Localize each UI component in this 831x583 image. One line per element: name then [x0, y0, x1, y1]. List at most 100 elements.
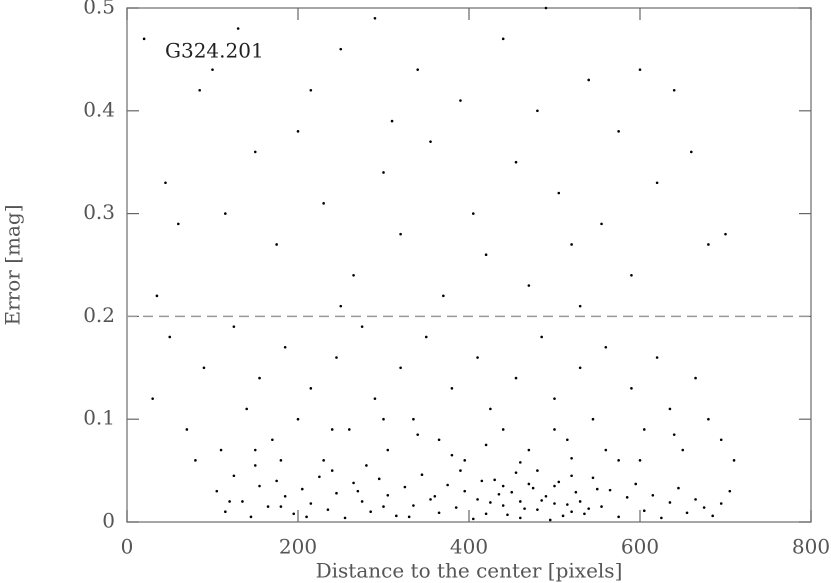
point: [253, 464, 257, 467]
point: [707, 417, 710, 421]
point: [630, 273, 633, 277]
x-tick-label: 400: [450, 535, 488, 559]
point: [625, 496, 629, 499]
point: [570, 510, 573, 514]
point: [553, 502, 556, 505]
point: [373, 16, 377, 20]
point: [283, 345, 287, 349]
point: [642, 509, 646, 512]
point: [228, 500, 231, 503]
point: [694, 498, 697, 501]
point: [707, 243, 710, 246]
point: [690, 150, 693, 154]
point: [279, 459, 283, 462]
x-tick-label: 0: [121, 535, 134, 559]
y-tick-label: 0.3: [83, 200, 115, 224]
point: [484, 253, 488, 257]
point: [484, 512, 488, 516]
point: [728, 489, 732, 493]
point: [617, 130, 620, 133]
point: [253, 448, 257, 452]
point: [634, 482, 638, 486]
point: [519, 461, 522, 464]
point: [523, 507, 526, 510]
point: [561, 514, 565, 518]
point: [330, 428, 334, 431]
point: [501, 504, 505, 507]
point: [202, 366, 206, 370]
point: [587, 507, 590, 510]
point: [540, 335, 543, 339]
point: [660, 516, 663, 520]
point: [253, 150, 257, 154]
point: [719, 502, 723, 505]
point: [668, 407, 672, 411]
point: [326, 508, 330, 511]
point: [566, 503, 569, 506]
point: [416, 68, 420, 71]
point: [476, 498, 479, 501]
point: [668, 501, 672, 504]
point: [219, 448, 223, 452]
point: [390, 119, 394, 123]
point: [501, 428, 505, 431]
point: [386, 448, 390, 452]
point: [527, 482, 531, 486]
point: [454, 506, 458, 509]
point: [360, 500, 364, 503]
point: [536, 109, 539, 113]
point: [249, 515, 253, 519]
point: [142, 37, 146, 41]
point: [399, 232, 402, 236]
y-tick-label: 0.4: [83, 97, 115, 121]
point: [322, 202, 325, 205]
point: [510, 490, 514, 494]
point: [501, 37, 505, 41]
y-tick-label: 0: [102, 509, 115, 533]
point: [296, 130, 300, 133]
point: [489, 407, 492, 411]
point: [360, 325, 364, 328]
point: [536, 508, 539, 511]
y-axis-label: Error [mag]: [1, 205, 25, 326]
point: [583, 512, 586, 516]
point: [211, 68, 214, 71]
point: [544, 495, 548, 498]
point: [258, 484, 261, 488]
point: [459, 469, 462, 472]
point: [168, 335, 172, 339]
point: [224, 212, 227, 215]
point: [459, 99, 462, 102]
point: [450, 387, 454, 390]
point: [322, 459, 325, 462]
point: [514, 471, 518, 474]
point: [557, 191, 561, 195]
point: [164, 181, 167, 185]
point: [369, 510, 372, 514]
point: [245, 407, 248, 411]
point: [574, 490, 578, 494]
point: [395, 514, 398, 518]
point: [420, 473, 424, 477]
point: [335, 356, 338, 359]
x-tick-label: 800: [792, 535, 830, 559]
point: [578, 366, 582, 370]
annotation: G324.201: [165, 39, 264, 63]
point: [719, 438, 723, 442]
point: [232, 474, 236, 478]
point: [587, 78, 590, 82]
point: [446, 483, 449, 487]
point: [570, 456, 573, 460]
point: [501, 484, 505, 488]
point: [463, 459, 467, 462]
x-axis-label: Distance to the center [pixels]: [316, 559, 623, 583]
point: [681, 448, 685, 452]
point: [433, 495, 437, 498]
point: [348, 428, 351, 431]
point: [531, 486, 535, 490]
point: [527, 448, 531, 452]
point: [151, 397, 154, 400]
point: [155, 294, 159, 298]
point: [271, 438, 274, 442]
point: [236, 27, 240, 30]
